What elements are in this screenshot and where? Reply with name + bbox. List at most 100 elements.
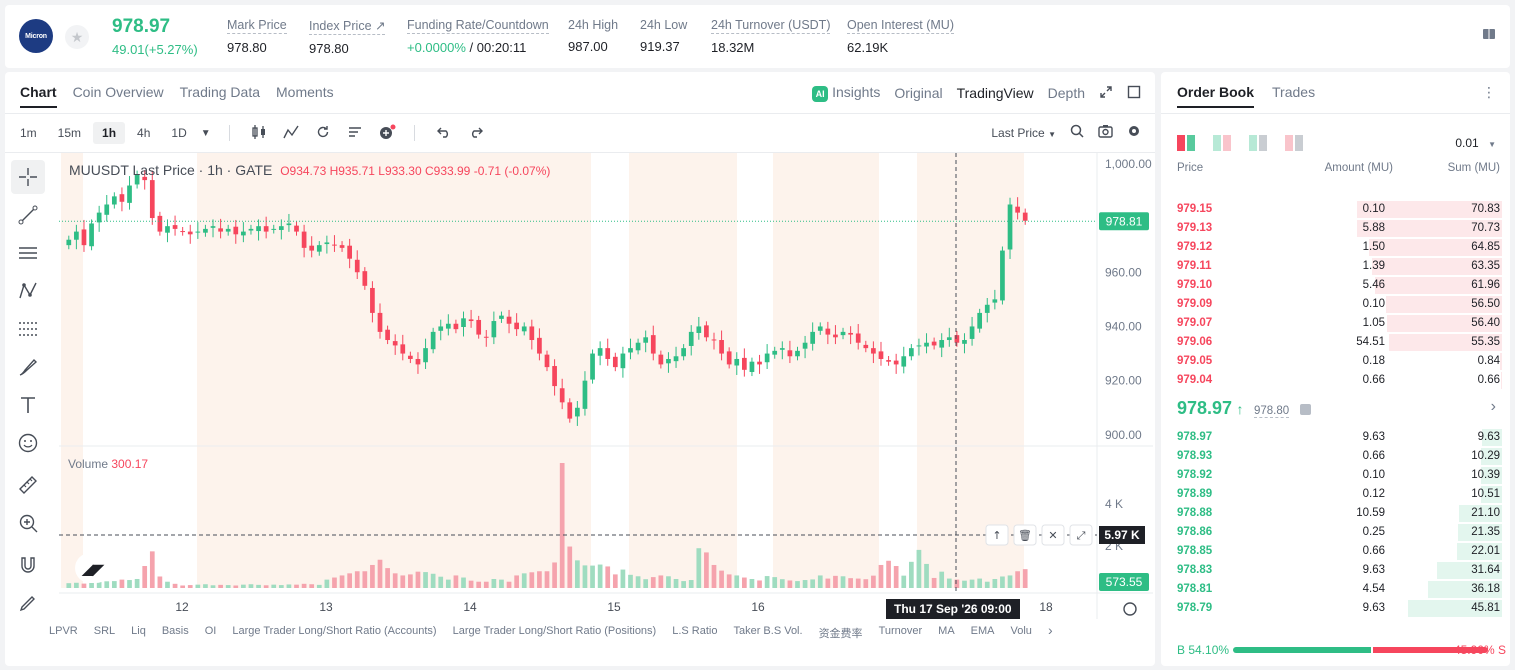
- ask-row[interactable]: 979.13 5.88 70.73: [1161, 219, 1510, 238]
- ask-row[interactable]: 979.06 54.51 55.35: [1161, 333, 1510, 352]
- chevron-right-icon[interactable]: ›: [1047, 622, 1053, 638]
- layout-asks-icon[interactable]: [1285, 135, 1303, 151]
- bid-row[interactable]: 978.97 9.63 9.63: [1161, 428, 1510, 447]
- indicator-item[interactable]: Basis: [161, 625, 189, 637]
- trendline-tool-icon[interactable]: [11, 198, 45, 232]
- indicator-item[interactable]: Taker B.S Vol.: [733, 625, 803, 637]
- horizontal-lines-tool-icon[interactable]: [11, 236, 45, 270]
- gear-icon[interactable]: [1127, 124, 1141, 141]
- tab-coin-overview[interactable]: Coin Overview: [72, 84, 164, 100]
- ask-row[interactable]: 979.11 1.39 63.35: [1161, 257, 1510, 276]
- tab-chart[interactable]: Chart: [20, 84, 57, 108]
- ask-row[interactable]: 979.10 5.46 61.96: [1161, 276, 1510, 295]
- ruler-tool-icon[interactable]: [11, 468, 45, 502]
- bid-row[interactable]: 978.83 9.63 31.64: [1161, 561, 1510, 580]
- view-depth[interactable]: Depth: [1047, 85, 1085, 101]
- bid-row[interactable]: 978.93 0.66 10.29: [1161, 447, 1510, 466]
- chevron-right-icon[interactable]: ›: [1490, 398, 1496, 415]
- timeframe-1h[interactable]: 1h: [93, 122, 126, 144]
- zoom-tool-icon[interactable]: [11, 506, 45, 540]
- stat-index-price[interactable]: Index Price ↗ 978.80: [309, 18, 386, 56]
- collapse-icon[interactable]: [1041, 524, 1065, 546]
- pattern-tool-icon[interactable]: [11, 274, 45, 308]
- emoji-tool-icon[interactable]: [11, 426, 45, 460]
- indicator-item[interactable]: L.S Ratio: [672, 625, 718, 637]
- view-tradingview[interactable]: TradingView: [956, 85, 1034, 101]
- view-insights[interactable]: AI Insights: [812, 84, 880, 102]
- timeframe-dropdown-icon[interactable]: ▼: [200, 127, 211, 139]
- tab-moments[interactable]: Moments: [276, 84, 334, 100]
- stat-mark-price[interactable]: Mark Price 978.80: [227, 18, 287, 55]
- lock-drawing-tool-icon[interactable]: [11, 586, 45, 620]
- stat-24h-turnover[interactable]: 24h Turnover (USDT) 18.32M: [711, 18, 831, 55]
- crosshair-tool-icon[interactable]: [11, 160, 45, 194]
- expand-icon[interactable]: [1099, 85, 1113, 102]
- indicator-item[interactable]: OI: [204, 625, 217, 637]
- indicator-item[interactable]: 资金费率: [818, 628, 863, 640]
- price-type-select[interactable]: Last Price ▼: [991, 126, 1056, 140]
- stat-open-interest[interactable]: Open Interest (MU) 62.19K: [847, 18, 954, 55]
- ask-row[interactable]: 979.15 0.10 70.83: [1161, 200, 1510, 219]
- ask-row[interactable]: 979.05 0.18 0.84: [1161, 352, 1510, 371]
- precision-select[interactable]: 0.01 ▼: [1455, 136, 1496, 150]
- more-options-icon[interactable]: ⋮: [1482, 84, 1496, 100]
- trash-icon[interactable]: [1013, 524, 1037, 546]
- indicator-item[interactable]: Liq: [131, 625, 146, 637]
- camera-icon[interactable]: [1098, 124, 1113, 141]
- book-icon[interactable]: [1482, 27, 1498, 43]
- fullscreen-icon[interactable]: [1069, 524, 1093, 546]
- text-tool-icon[interactable]: [11, 388, 45, 422]
- indicator-item[interactable]: Turnover: [878, 625, 923, 637]
- bid-row[interactable]: 978.81 4.54 36.18: [1161, 580, 1510, 599]
- templates-icon[interactable]: [344, 125, 366, 142]
- timeframe-15m[interactable]: 15m: [57, 126, 82, 140]
- tab-order-book[interactable]: Order Book: [1177, 84, 1255, 108]
- price-chart[interactable]: 1,000.00980.00960.00940.00920.00900.004 …: [59, 153, 1153, 619]
- fib-tool-icon[interactable]: [11, 312, 45, 346]
- magnet-tool-icon[interactable]: [11, 548, 45, 582]
- ask-row[interactable]: 979.09 0.10 56.50: [1161, 295, 1510, 314]
- stat-funding-rate[interactable]: Funding Rate/Countdown +0.0000% / 00:20:…: [407, 18, 549, 55]
- undo-icon[interactable]: [433, 126, 455, 141]
- indicator-item[interactable]: Volu: [1010, 625, 1032, 637]
- indicators-icon[interactable]: [280, 125, 302, 142]
- ask-row[interactable]: 979.07 1.05 56.40: [1161, 314, 1510, 333]
- timeframe-4h[interactable]: 4h: [137, 126, 151, 140]
- indicator-item[interactable]: LPVR: [49, 625, 78, 637]
- tab-trades[interactable]: Trades: [1272, 84, 1316, 100]
- brush-tool-icon[interactable]: [11, 350, 45, 384]
- indicator-item[interactable]: MA: [938, 625, 955, 637]
- arrow-up-icon[interactable]: [985, 524, 1009, 546]
- indicator-item[interactable]: EMA: [970, 625, 995, 637]
- redo-icon[interactable]: [465, 126, 487, 141]
- bid-row[interactable]: 978.88 10.59 21.10: [1161, 504, 1510, 523]
- ask-row[interactable]: 979.12 1.50 64.85: [1161, 238, 1510, 257]
- tab-trading-data[interactable]: Trading Data: [179, 84, 261, 100]
- window-icon[interactable]: [1127, 85, 1141, 102]
- search-icon[interactable]: [1070, 124, 1084, 141]
- ask-row[interactable]: 979.04 0.66 0.66: [1161, 371, 1510, 390]
- ask-amount: 0.18: [1362, 355, 1385, 367]
- bid-row[interactable]: 978.79 9.63 45.81: [1161, 599, 1510, 618]
- volume-bar: [461, 577, 466, 588]
- volume-bar: [620, 569, 626, 588]
- candle-type-icon[interactable]: [248, 124, 270, 142]
- timeframe-1m[interactable]: 1m: [20, 126, 37, 140]
- indicator-item[interactable]: Large Trader Long/Short Ratio (Accounts): [232, 625, 437, 637]
- layout-bids-icon[interactable]: [1249, 135, 1267, 151]
- indicator-item[interactable]: Large Trader Long/Short Ratio (Positions…: [452, 625, 657, 637]
- favorite-star-icon[interactable]: ★: [65, 25, 89, 49]
- bid-row[interactable]: 978.89 0.12 10.51: [1161, 485, 1510, 504]
- replay-icon[interactable]: [312, 125, 334, 142]
- orderbook-mid-price[interactable]: 978.97 ↑ 978.80 ›: [1177, 398, 1500, 419]
- indicator-item[interactable]: SRL: [93, 625, 116, 637]
- bid-row[interactable]: 978.85 0.66 22.01: [1161, 542, 1510, 561]
- bid-row[interactable]: 978.92 0.10 10.39: [1161, 466, 1510, 485]
- layout-bids-asks-icon[interactable]: [1213, 135, 1231, 151]
- layout-both-icon[interactable]: [1177, 135, 1195, 151]
- view-original[interactable]: Original: [894, 85, 943, 101]
- timeframe-1d[interactable]: 1D: [171, 126, 187, 140]
- add-alert-icon[interactable]: [376, 124, 398, 143]
- axis-settings-icon[interactable]: [1123, 602, 1137, 616]
- bid-row[interactable]: 978.86 0.25 21.35: [1161, 523, 1510, 542]
